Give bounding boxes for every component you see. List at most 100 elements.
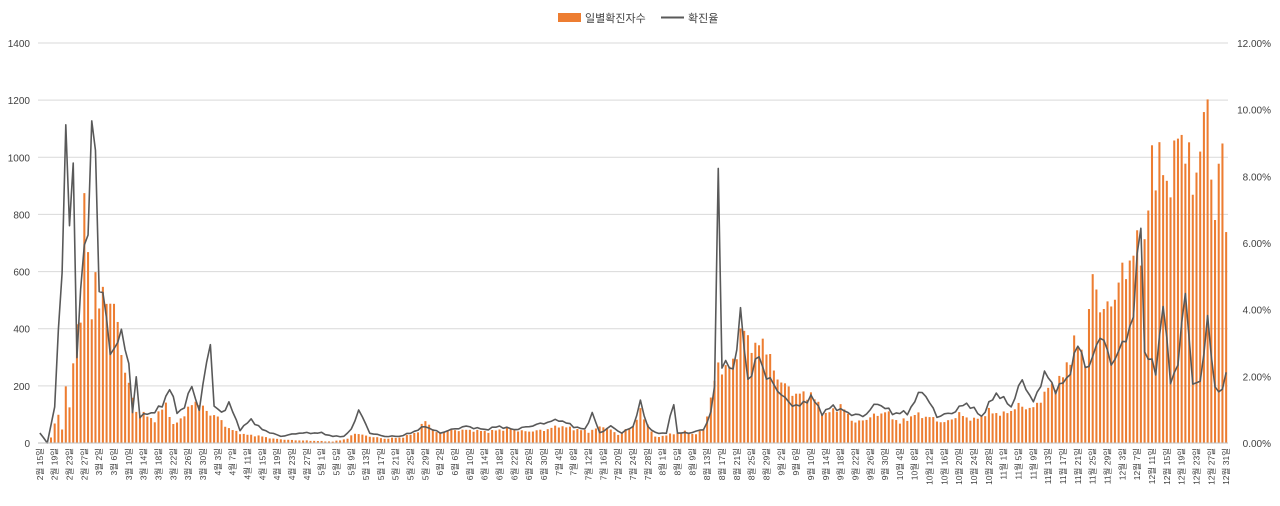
x-tick-label: 8월 9일: [687, 448, 697, 475]
bar: [1076, 347, 1079, 443]
bar: [806, 399, 809, 443]
bar: [205, 410, 208, 443]
bar: [732, 358, 735, 443]
right-tick-label: 2.00%: [1243, 372, 1271, 383]
bar: [791, 395, 794, 443]
bar: [902, 418, 905, 443]
bar: [1006, 413, 1009, 443]
x-tick-label: 5월 1일: [317, 448, 327, 475]
bar: [1095, 289, 1098, 443]
bar: [350, 435, 353, 443]
legend-label-line: 확진율: [688, 12, 718, 25]
bar: [287, 439, 290, 443]
bar: [198, 405, 201, 443]
bar: [479, 430, 483, 443]
bar: [302, 440, 305, 443]
bar: [72, 363, 75, 443]
bar: [313, 440, 316, 443]
x-tick-label: 4월 27일: [302, 448, 312, 480]
bar: [1173, 140, 1176, 444]
bar: [861, 420, 864, 443]
bar: [932, 417, 935, 443]
bar: [906, 420, 909, 443]
bar: [676, 433, 679, 443]
bar: [543, 431, 546, 443]
bar: [231, 430, 234, 443]
bar: [943, 422, 946, 443]
x-tick-label: 12월 31일: [1221, 448, 1231, 485]
x-tick-label: 6월 2일: [435, 448, 445, 475]
bar: [1195, 172, 1198, 443]
bar: [580, 430, 583, 443]
bar: [1199, 151, 1202, 443]
bar: [413, 433, 416, 443]
left-tick-label: 600: [13, 268, 30, 279]
bar: [643, 419, 646, 443]
bar: [539, 429, 542, 443]
bar: [83, 193, 86, 443]
x-tick-label: 5월 9일: [346, 448, 356, 475]
x-tick-label: 8월 25일: [747, 448, 757, 480]
bar: [865, 419, 868, 443]
bar: [1017, 402, 1020, 443]
bar: [157, 411, 160, 443]
bar: [750, 352, 753, 443]
bar: [75, 324, 78, 443]
right-tick-label: 0.00%: [1243, 439, 1271, 450]
bar: [431, 429, 434, 443]
x-tick-label: 6월 18일: [495, 448, 505, 480]
bar: [835, 411, 838, 443]
bar: [1206, 99, 1209, 443]
bar: [565, 427, 568, 443]
right-tick-label: 6.00%: [1243, 239, 1271, 250]
bar: [639, 408, 642, 443]
bar: [624, 429, 627, 443]
bar: [439, 432, 442, 443]
bar: [680, 432, 683, 443]
bar: [758, 345, 761, 443]
bar: [813, 399, 816, 443]
bar: [461, 429, 464, 443]
bar: [79, 322, 82, 443]
bar: [242, 433, 245, 443]
bar: [917, 412, 920, 443]
bar: [802, 391, 805, 443]
bar: [880, 413, 883, 443]
bar: [465, 429, 468, 443]
bar: [87, 252, 90, 443]
bar: [709, 397, 712, 443]
bar: [672, 434, 675, 443]
bar: [476, 429, 479, 443]
bar: [561, 426, 564, 443]
bar: [1021, 406, 1024, 443]
bar: [739, 328, 742, 443]
bar: [387, 438, 390, 443]
bar: [320, 440, 323, 443]
bar: [1047, 387, 1050, 443]
x-tick-label: 10월 12일: [925, 448, 935, 485]
bar: [717, 362, 720, 443]
bar: [457, 431, 460, 443]
x-tick-label: 5월 13일: [361, 448, 371, 480]
x-tick-label: 2월 15일: [35, 448, 45, 480]
bar: [1132, 255, 1135, 443]
x-tick-label: 2월 27일: [79, 448, 89, 480]
bar: [290, 439, 293, 443]
bar: [1147, 210, 1150, 443]
bar: [142, 411, 145, 443]
bar: [224, 426, 227, 443]
bar: [409, 434, 412, 443]
x-tick-label: 12월 19일: [1177, 448, 1187, 485]
x-tick-label: 6월 26일: [524, 448, 534, 480]
x-tick-label: 10월 24일: [969, 448, 979, 485]
bar: [817, 401, 820, 443]
bar: [1043, 391, 1046, 443]
bar: [201, 405, 204, 443]
bar: [454, 430, 457, 443]
bar: [146, 416, 149, 443]
bar: [61, 429, 64, 443]
x-tick-label: 10월 28일: [984, 448, 994, 485]
x-tick-label: 6월 30일: [539, 448, 549, 480]
bar: [209, 415, 212, 443]
bar: [1102, 308, 1105, 443]
